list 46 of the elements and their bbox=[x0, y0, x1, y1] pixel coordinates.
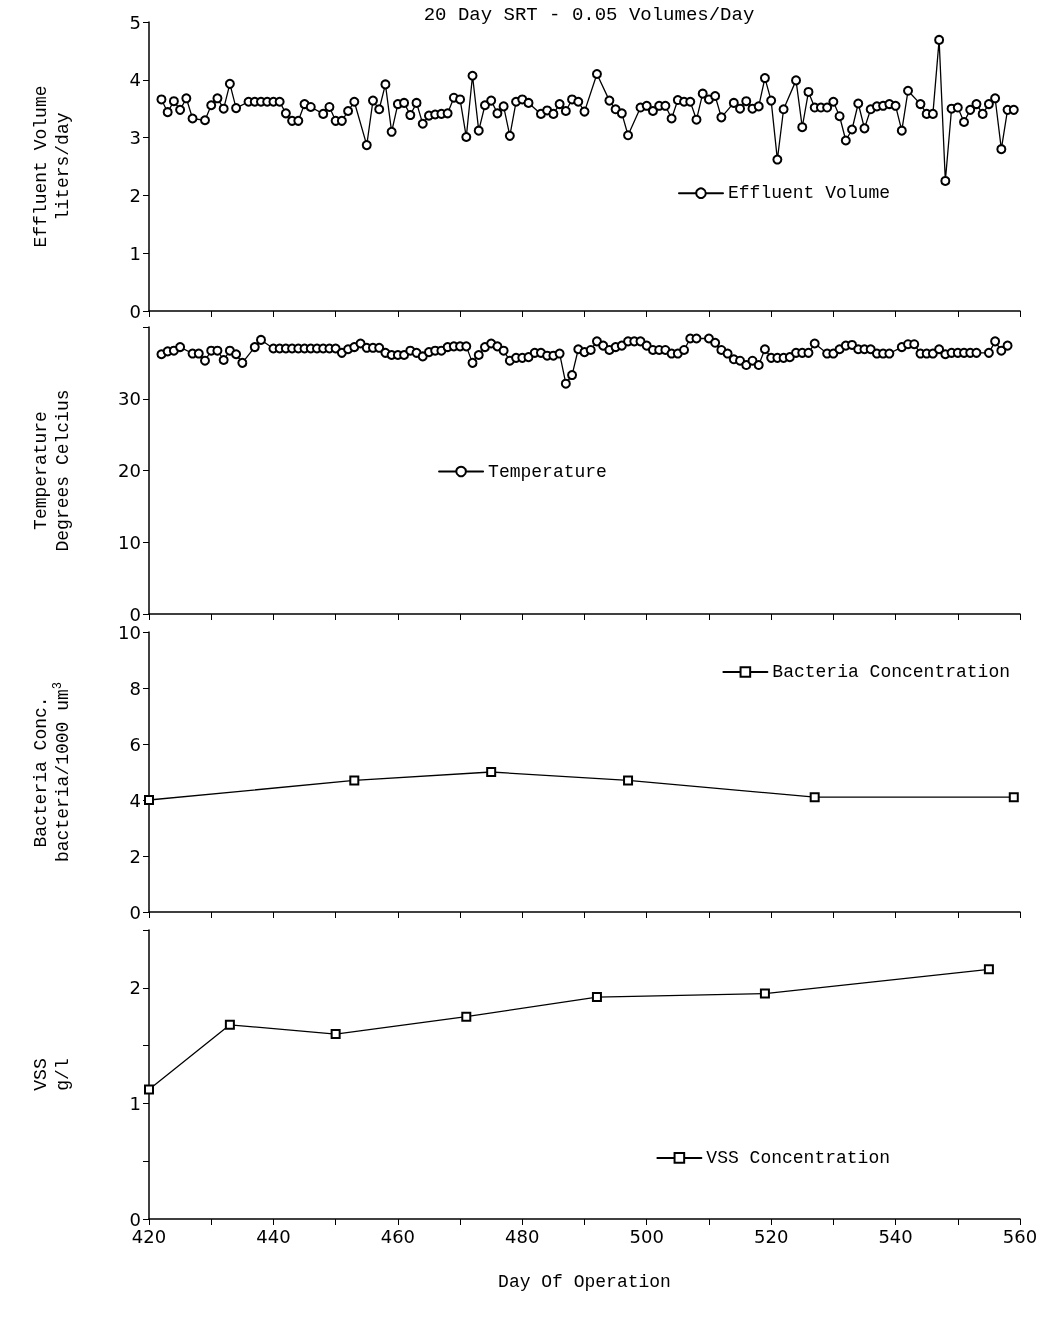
y-tick-label: 30 bbox=[118, 388, 141, 410]
point bbox=[591, 992, 602, 1003]
point bbox=[486, 767, 497, 777]
y-tick-label: 20 bbox=[118, 460, 141, 481]
x-tick-label: 440 bbox=[256, 1225, 291, 1247]
point bbox=[623, 775, 634, 786]
y-tick-label: 0 bbox=[129, 300, 141, 322]
y-tick-label: 8 bbox=[129, 677, 141, 699]
x-tick-label: 540 bbox=[878, 1225, 913, 1247]
point bbox=[349, 775, 360, 786]
x-axis-title: Day Of Operation bbox=[498, 1272, 671, 1292]
y-tick-label: 1 bbox=[129, 242, 141, 264]
y-tick-label: 2 bbox=[129, 845, 141, 867]
point bbox=[330, 1029, 341, 1040]
point bbox=[1008, 792, 1019, 803]
y-axis-title: VSS g/l bbox=[31, 1058, 73, 1091]
y-tick-label: 5 bbox=[129, 11, 141, 33]
x-tick-label: 500 bbox=[629, 1225, 664, 1247]
y-tick-label: 4 bbox=[129, 69, 141, 91]
point bbox=[983, 964, 994, 975]
x-tick-label: 480 bbox=[505, 1225, 540, 1247]
y-tick-label: 2 bbox=[129, 977, 141, 999]
y-axis-title: Bacteria Conc. bacteria/1000 um3 bbox=[31, 681, 73, 863]
y-tick-label: 4 bbox=[129, 789, 141, 811]
point bbox=[461, 1011, 472, 1022]
y-tick-label: 1 bbox=[129, 1092, 141, 1114]
legend-label: Effluent Volume bbox=[727, 183, 890, 204]
y-tick-label: 0 bbox=[129, 901, 141, 923]
point bbox=[144, 795, 154, 805]
point bbox=[224, 1019, 235, 1030]
legend-label: Bacteria Concentration bbox=[772, 662, 1010, 682]
point bbox=[759, 988, 770, 999]
y-tick-label: 10 bbox=[118, 531, 141, 553]
y-axis-title: Effluent Volume liters/day bbox=[31, 85, 73, 248]
y-tick-label: 3 bbox=[129, 127, 141, 149]
y-tick-label: 6 bbox=[129, 733, 141, 755]
x-tick-label: 520 bbox=[753, 1225, 789, 1247]
y-tick-label: 2 bbox=[129, 184, 141, 206]
x-tick-label: 560 bbox=[1002, 1225, 1038, 1247]
point bbox=[144, 1084, 154, 1095]
chart-title: 20 Day SRT - 0.05 Volumes/Day bbox=[423, 3, 755, 26]
legend-label: VSS Concentration bbox=[706, 1147, 891, 1168]
y-axis-title: Temperature Degrees Celcius bbox=[31, 389, 73, 552]
legend-label: Temperature bbox=[488, 461, 607, 482]
x-tick-label: 460 bbox=[380, 1225, 416, 1247]
point bbox=[809, 792, 820, 803]
